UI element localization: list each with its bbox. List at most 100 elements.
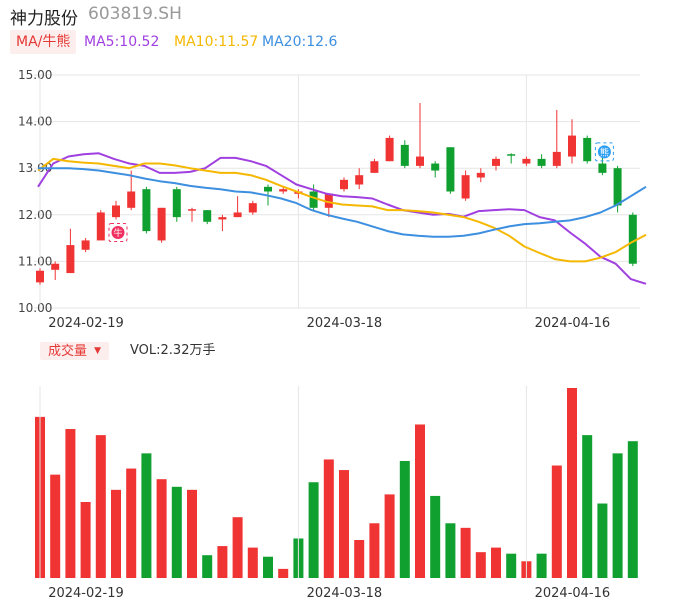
candle-body: [400, 144, 409, 166]
candle-body: [172, 189, 181, 218]
ma5-legend: MA5:10.52: [84, 34, 160, 50]
candle-body: [537, 158, 546, 166]
x-tick-label: 2024-02-19: [48, 316, 124, 331]
candle-body: [628, 214, 637, 264]
candle-body: [476, 172, 485, 178]
candle-body: [568, 135, 576, 157]
volume-bar: [187, 489, 197, 578]
volume-bar: [126, 468, 137, 578]
volume-tag-label: 成交量: [48, 344, 88, 359]
volume-x-tick-label: 2024-02-19: [48, 586, 124, 601]
volume-bar: [384, 494, 395, 578]
candle-body: [416, 156, 424, 166]
candle-body: [461, 175, 470, 199]
volume-bar: [111, 489, 121, 578]
y-tick-label: 14.00: [18, 115, 52, 129]
volume-bar: [171, 486, 182, 578]
volume-bar: [567, 388, 577, 578]
volume-bar: [627, 441, 638, 578]
volume-bar: [415, 424, 425, 578]
candle-body: [96, 212, 105, 241]
volume-bar: [551, 465, 562, 578]
volume-bar: [460, 527, 471, 578]
volume-bar: [597, 503, 608, 578]
candle-body: [446, 147, 455, 192]
candle-body: [142, 189, 151, 232]
candle-body: [507, 154, 516, 156]
volume-bar: [506, 553, 517, 578]
candle-body: [309, 191, 318, 208]
candle-body: [583, 137, 592, 162]
candle-body: [492, 158, 500, 166]
volume-bar: [475, 552, 486, 578]
volume-x-tick-label: 2024-03-18: [307, 586, 383, 601]
candle-body: [613, 168, 622, 206]
volume-indicator-selector[interactable]: 成交量 ▼: [40, 342, 110, 360]
x-tick-label: 2024-03-18: [307, 316, 383, 331]
ma-line-ma20: [38, 167, 647, 238]
marker-badge: [111, 226, 125, 240]
volume-bar: [430, 495, 441, 578]
volume-x-tick-label: 2024-04-16: [535, 586, 611, 601]
volume-bar: [445, 523, 456, 578]
marker-badge: [597, 145, 611, 159]
candle-body: [203, 210, 212, 222]
candle-body: [340, 179, 348, 190]
y-tick-label: 15.00: [18, 68, 52, 82]
volume-bar: [217, 546, 228, 578]
volume-bar: [247, 547, 258, 578]
y-tick-label: 13.00: [18, 161, 52, 175]
volume-bar: [65, 429, 76, 578]
volume-bar: [323, 459, 334, 578]
stock-code: 603819.SH: [88, 4, 182, 24]
candle-body: [385, 137, 394, 162]
volume-value: VOL:2.32万手: [130, 343, 216, 358]
marker-label: 熊: [600, 146, 609, 158]
volume-bar: [202, 555, 213, 578]
volume-bar: [278, 568, 289, 578]
candle-body: [157, 207, 166, 241]
volume-bar: [582, 435, 593, 578]
volume-bar: [156, 479, 167, 578]
volume-bar: [80, 502, 91, 578]
candle-body: [66, 245, 75, 274]
volume-bar: [369, 523, 380, 578]
volume-bar: [232, 517, 243, 578]
candle-body: [355, 175, 364, 185]
candle-body: [264, 186, 272, 192]
marker-frame: [594, 142, 614, 162]
y-tick-label: 12.00: [18, 208, 52, 222]
candle-body: [112, 205, 120, 218]
volume-bar: [612, 453, 623, 578]
candle-body: [431, 163, 440, 171]
volume-bar: [50, 474, 61, 578]
ma10-legend: MA10:11.57: [174, 34, 259, 50]
candle-body: [81, 240, 90, 250]
candle-body: [324, 193, 333, 208]
candle-body: [552, 151, 561, 166]
volume-bar: [95, 435, 106, 578]
candle-body: [248, 203, 257, 213]
volume-bar: [141, 453, 152, 578]
candle-body: [233, 212, 242, 218]
marker-frame: [108, 223, 128, 243]
marker-label: 牛: [113, 227, 122, 239]
volume-bar: [308, 482, 319, 578]
volume-bar: [339, 470, 349, 578]
volume-bar: [536, 553, 547, 578]
candle-body: [51, 263, 60, 270]
volume-bar: [354, 540, 365, 578]
ma-indicator-selector[interactable]: MA/牛熊: [10, 30, 77, 54]
candle-body: [279, 189, 288, 192]
y-tick-label: 10.00: [18, 301, 52, 315]
volume-bar: [399, 460, 410, 578]
chevron-down-icon: ▼: [94, 346, 102, 356]
x-tick-label: 2024-04-16: [535, 316, 611, 331]
ma-line-ma10: [37, 157, 647, 263]
candle-body: [598, 163, 607, 173]
candle-body: [370, 161, 379, 173]
candle-body: [36, 270, 44, 283]
volume-bar: [263, 556, 273, 578]
candle-body: [188, 209, 196, 211]
